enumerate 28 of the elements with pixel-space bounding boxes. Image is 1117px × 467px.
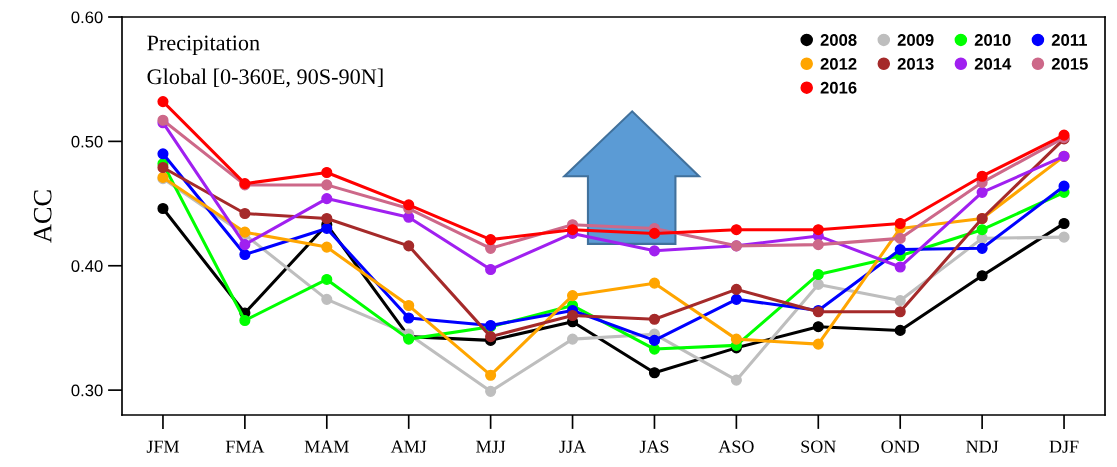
x-tick-label: NDJ bbox=[966, 440, 999, 453]
legend-label: 2008 bbox=[820, 34, 857, 46]
legend-label: 2016 bbox=[820, 81, 857, 94]
x-tick-label: FMA bbox=[225, 440, 265, 453]
legend-label: 2014 bbox=[974, 57, 1012, 70]
text: Precipitation bbox=[147, 35, 260, 55]
text: Global [0-360E, 90S-90N] bbox=[147, 68, 383, 88]
y-tick-label: 0.40 bbox=[71, 260, 103, 272]
legend-label: 2011 bbox=[1051, 34, 1087, 46]
y-tick-label: 0.50 bbox=[71, 135, 103, 148]
x-tick-label: JFM bbox=[146, 440, 179, 453]
y-tick-label: 0.30 bbox=[71, 384, 103, 397]
x-tick-label: SON bbox=[801, 440, 836, 453]
x-tick-label: DJF bbox=[1049, 440, 1079, 453]
x-tick-label: JAS bbox=[639, 440, 669, 453]
x-tick-label: OND bbox=[881, 440, 920, 453]
x-tick-label: MAM bbox=[304, 440, 349, 453]
legend-label: 2015 bbox=[1051, 57, 1088, 70]
y-tick-label: 0.60 bbox=[71, 11, 103, 24]
x-tick-label: JJA bbox=[559, 440, 586, 453]
legend-label: 2012 bbox=[820, 57, 857, 70]
x-tick-label: ASO bbox=[718, 440, 754, 453]
legend-label: 2013 bbox=[897, 57, 934, 70]
legend-label: 2009 bbox=[897, 34, 934, 46]
x-tick-label: AMJ bbox=[390, 440, 427, 453]
y-axis-title: ACC bbox=[33, 190, 52, 243]
legend-label: 2010 bbox=[974, 34, 1011, 46]
x-tick-label: MJJ bbox=[476, 440, 506, 453]
